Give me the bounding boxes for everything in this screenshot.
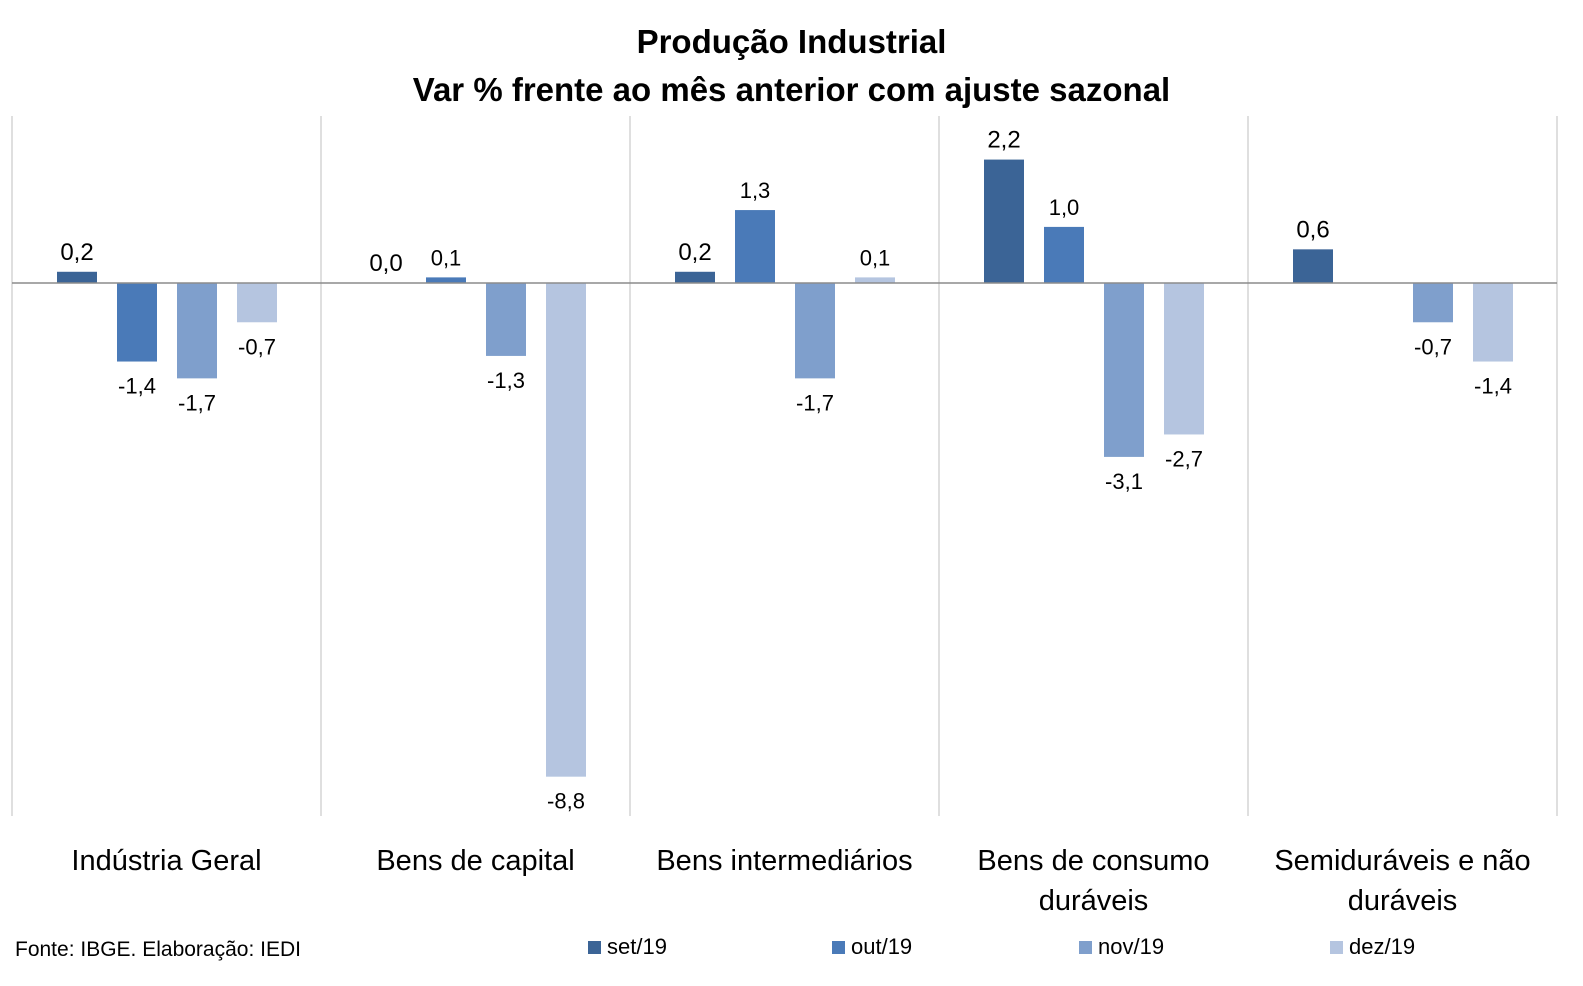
legend-label: set/19 [607,934,667,959]
data-label: -1,3 [487,368,525,393]
legend: set/19 out/19 nov/19 dez/19 [0,934,1583,964]
bar-nov-19-cat2 [795,283,835,379]
legend-label: out/19 [851,934,913,959]
data-label: 0,6 [1296,216,1329,243]
data-label: -0,7 [238,334,276,359]
bar-out-19-cat2 [735,210,775,283]
bar-out-19-cat1 [426,277,466,283]
data-label: 2,2 [987,127,1020,154]
legend-swatch [832,940,845,954]
bar-nov-19-cat3 [1104,283,1144,457]
data-label: 0,2 [60,239,93,266]
bar-set-19-cat4 [1293,249,1333,283]
legend-item: dez/19 [1330,934,1415,960]
legend-swatch [1330,940,1343,954]
bar-nov-19-cat4 [1413,283,1453,323]
legend-item: nov/19 [1079,934,1164,960]
legend-item: out/19 [832,934,912,960]
data-label: -1,7 [178,390,216,415]
data-label: -8,8 [547,789,585,814]
legend-item: set/19 [588,934,667,960]
category-label: Bens de consumo [977,845,1209,877]
legend-swatch [588,940,601,954]
category-label: Semiduráveis e não [1274,845,1530,877]
source-note: Fonte: IBGE. Elaboração: IEDI [15,938,301,961]
data-label: 0,0 [369,250,402,277]
data-label: -2,7 [1165,446,1203,471]
bar-dez-19-cat4 [1473,283,1513,362]
chart-title: Produção Industrial Var % frente ao mês … [0,18,1583,114]
bar-set-19-cat2 [675,271,715,283]
legend-label: dez/19 [1349,934,1416,959]
category-label: duráveis [1348,885,1458,917]
category-label: Bens intermediários [656,845,912,877]
data-label: -1,7 [796,390,834,415]
bar-out-19-cat3 [1044,226,1084,283]
data-label: 0,2 [678,239,711,266]
chart-subtitle: Var % frente ao mês anterior com ajuste … [412,71,1171,108]
data-label: -0,7 [1414,334,1452,359]
bar-nov-19-cat1 [486,283,526,356]
bar-out-19-cat0 [117,283,157,362]
data-label: 1,0 [1049,195,1080,220]
chart-title-line1: Produção Industrial [636,23,947,60]
category-label: Bens de capital [376,845,574,877]
bar-dez-19-cat1 [546,283,586,777]
bar-set-19-cat0 [57,271,97,283]
chart-plot: 0,2 -1,4 -1,7 -0,7 Indústria Geral 0,0 0,1 -1,3… [11,116,1558,917]
bar-set-19-cat3 [984,159,1024,283]
bar-dez-19-cat2 [855,277,895,283]
data-label: 1,3 [740,178,771,203]
category-label: duráveis [1039,885,1149,917]
legend-swatch [1079,940,1092,954]
data-label: -3,1 [1105,469,1143,494]
data-label: 0,1 [431,245,462,270]
legend-label: nov/19 [1098,934,1165,959]
data-label: -1,4 [118,374,156,399]
category-label: Indústria Geral [71,845,261,877]
bar-dez-19-cat0 [237,283,277,323]
data-label: -1,4 [1474,374,1512,399]
data-label: 0,1 [860,245,891,270]
bar-dez-19-cat3 [1164,283,1204,435]
bar-nov-19-cat0 [177,283,217,379]
